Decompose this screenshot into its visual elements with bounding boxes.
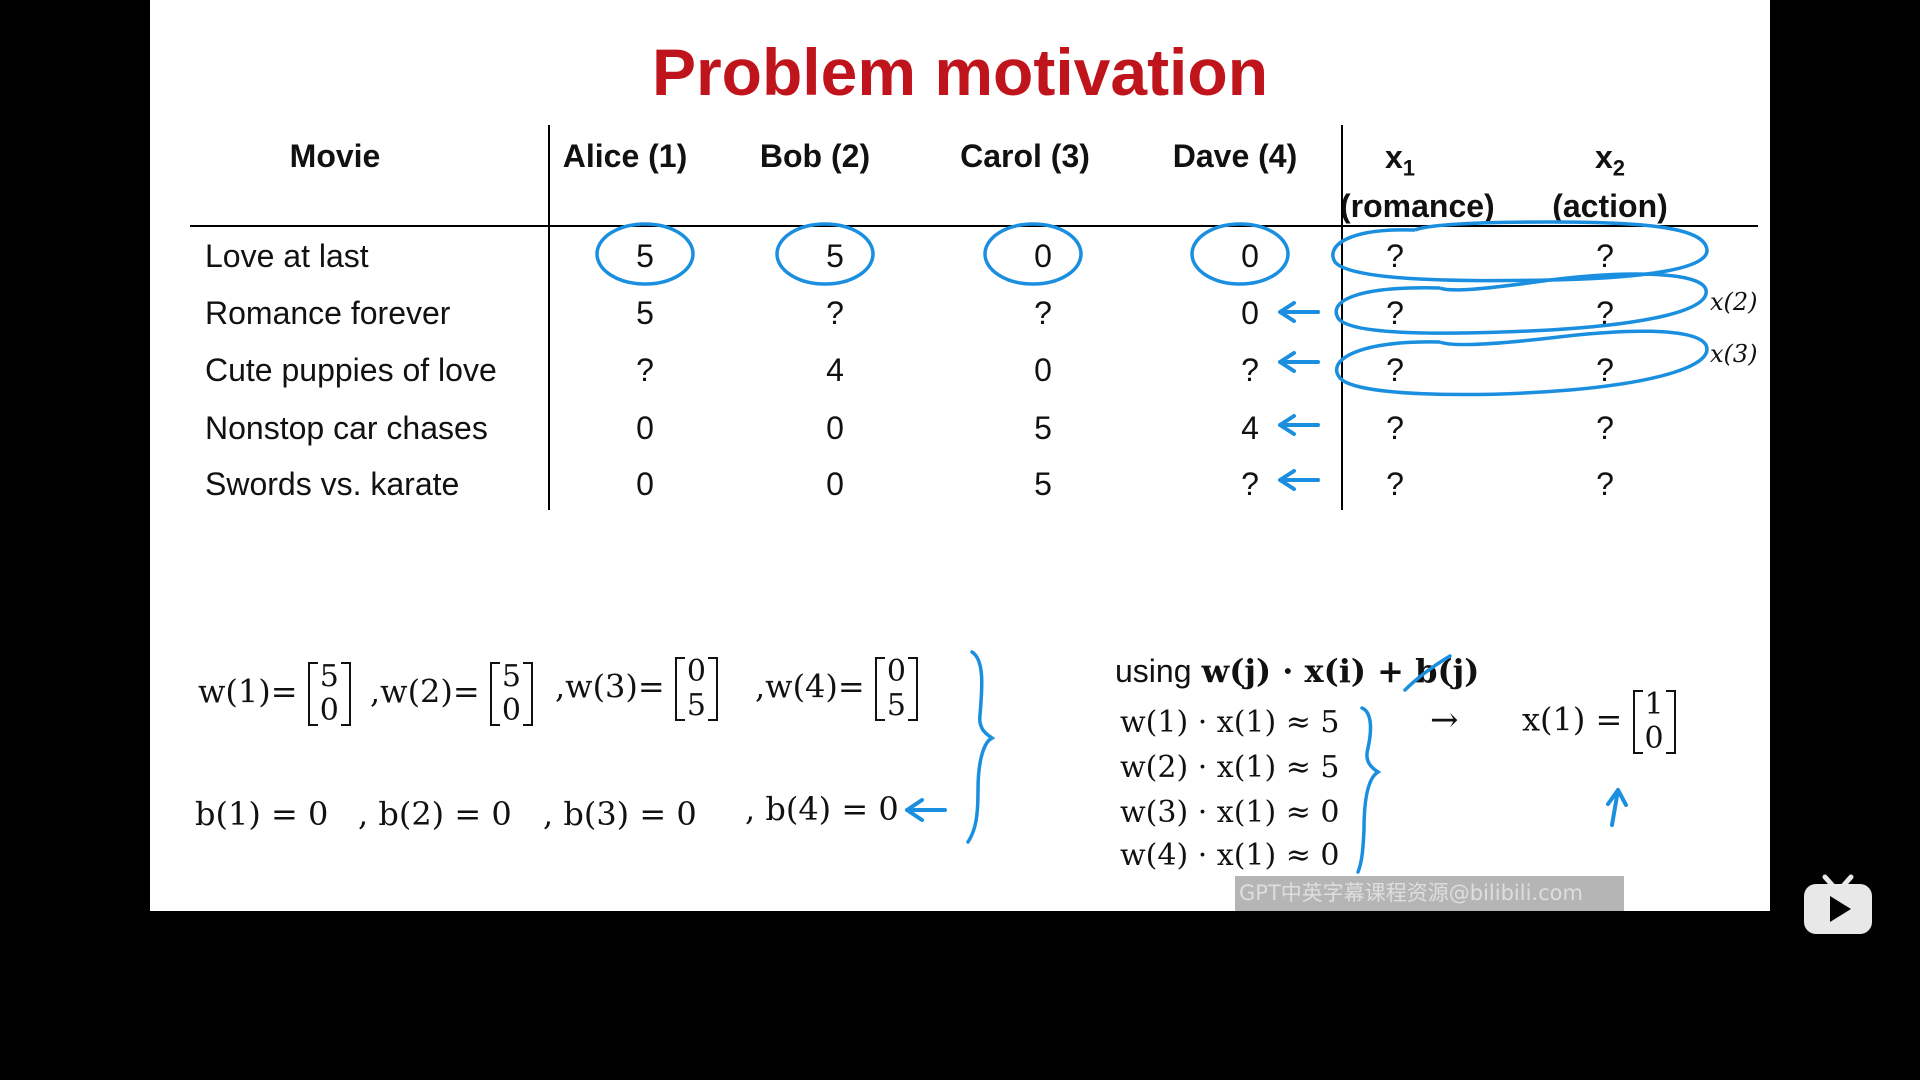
param-b1: b(1) = 0 <box>195 795 329 833</box>
rating-cell: 0 <box>826 410 844 446</box>
bilibili-tv-play-icon[interactable] <box>1803 874 1873 936</box>
result-label: x(1) = <box>1522 700 1623 739</box>
rating-cell: 5 <box>636 238 654 274</box>
feature-cell: ? <box>1386 352 1404 388</box>
param-w1-label: w(1)= <box>198 672 298 711</box>
w2-v1: 0 <box>501 693 521 728</box>
w4-v0: 0 <box>886 654 906 689</box>
param-b3: , b(3) = 0 <box>543 795 697 833</box>
param-b4: , b(4) = 0 <box>745 790 899 828</box>
rating-cell: 4 <box>1241 410 1259 446</box>
rating-cell: 5 <box>1034 410 1052 446</box>
feature-cell: ? <box>1386 466 1404 502</box>
feature-cell: ? <box>1596 238 1614 274</box>
header-feature-1: x1 (romance) <box>1340 138 1495 225</box>
rating-cell: 0 <box>1241 238 1259 274</box>
feature-cell: ? <box>1386 295 1404 331</box>
rating-cell: 0 <box>1034 238 1052 274</box>
param-w2-label: ,w(2)= <box>370 672 480 711</box>
equation-2: w(2) · x(1) ≈ 5 <box>1120 750 1340 785</box>
column-divider-1 <box>548 125 550 510</box>
feature-cell: ? <box>1596 352 1614 388</box>
param-w4-label: ,w(4)= <box>755 667 865 706</box>
header-feature-2: x2 (action) <box>1545 138 1675 225</box>
w1-v0: 5 <box>319 659 339 694</box>
feature-cell: ? <box>1596 410 1614 446</box>
b4-arrow <box>905 798 947 822</box>
feature-1-name: x <box>1384 139 1403 175</box>
rating-cell: 5 <box>1034 466 1052 502</box>
slide: Problem motivation Movie Alice (1) Bob (… <box>150 0 1770 911</box>
implies-arrow: → <box>1430 700 1459 740</box>
rating-cell: ? <box>1034 295 1052 331</box>
rating-cell: ? <box>1241 352 1259 388</box>
w1-v1: 0 <box>319 693 339 728</box>
feature-2-sub: 2 <box>1612 155 1626 181</box>
feature-cell: ? <box>1596 466 1614 502</box>
rating-cell: 5 <box>636 295 654 331</box>
w3-v0: 0 <box>686 654 706 689</box>
rating-cell: ? <box>1241 466 1259 502</box>
result-up-arrow <box>1606 788 1628 827</box>
feature-1-label: (romance) <box>1340 188 1495 225</box>
rating-cell: 0 <box>1034 352 1052 388</box>
param-w3-label: ,w(3)= <box>555 667 665 706</box>
equation-4: w(4) · x(1) ≈ 0 <box>1120 838 1340 873</box>
equation-3: w(3) · x(1) ≈ 0 <box>1120 795 1340 830</box>
movie-title: Swords vs. karate <box>205 466 460 502</box>
movie-title: Romance forever <box>205 295 451 331</box>
param-b2: , b(2) = 0 <box>358 795 512 833</box>
feature-2-label: (action) <box>1552 188 1668 225</box>
feature-2-name: x <box>1594 139 1613 175</box>
rating-cell: 0 <box>826 466 844 502</box>
header-user-2: Bob (2) <box>759 138 871 174</box>
header-movie: Movie <box>289 138 381 174</box>
using-word: using <box>1115 653 1192 689</box>
slide-title: Problem motivation <box>651 35 1269 109</box>
equation-1: w(1) · x(1) ≈ 5 <box>1120 705 1340 740</box>
movie-title: Love at last <box>205 238 369 274</box>
header-user-3: Carol (3) <box>960 138 1090 174</box>
brace-w-b <box>966 650 996 844</box>
movie-title: Cute puppies of love <box>205 352 497 388</box>
w4-v1: 5 <box>886 688 906 723</box>
rating-cell: ? <box>826 295 844 331</box>
brace-equations <box>1356 706 1382 874</box>
feature-cell: ? <box>1386 238 1404 274</box>
watermark: GPT中英字幕课程资源@bilibili.com <box>1235 876 1624 911</box>
result-v0: 1 <box>1644 687 1664 722</box>
w2-v0: 5 <box>501 659 521 694</box>
rating-cell: ? <box>636 352 654 388</box>
w3-v1: 5 <box>686 688 706 723</box>
result-v1: 0 <box>1644 721 1664 756</box>
formula-text: w(j) · x(i) + b(j) <box>1201 652 1480 690</box>
header-underline <box>190 225 1758 227</box>
ratings-table: Movie Alice (1) Bob (2) Carol (3) Dave (… <box>150 0 1770 520</box>
using-formula: using w(j) · x(i) + b(j) <box>1115 652 1479 690</box>
rating-cell: 5 <box>826 238 844 274</box>
rating-cell: 4 <box>826 352 844 388</box>
feature-cell: ? <box>1596 295 1614 331</box>
header-user-4: Dave (4) <box>1172 138 1298 174</box>
feature-cell: ? <box>1386 410 1404 446</box>
rating-cell: 0 <box>1241 295 1259 331</box>
movie-title: Nonstop car chases <box>205 410 488 446</box>
header-user-1: Alice (1) <box>562 138 688 174</box>
feature-1-sub: 1 <box>1402 155 1416 181</box>
rating-cell: 0 <box>636 466 654 502</box>
rating-cell: 0 <box>636 410 654 446</box>
